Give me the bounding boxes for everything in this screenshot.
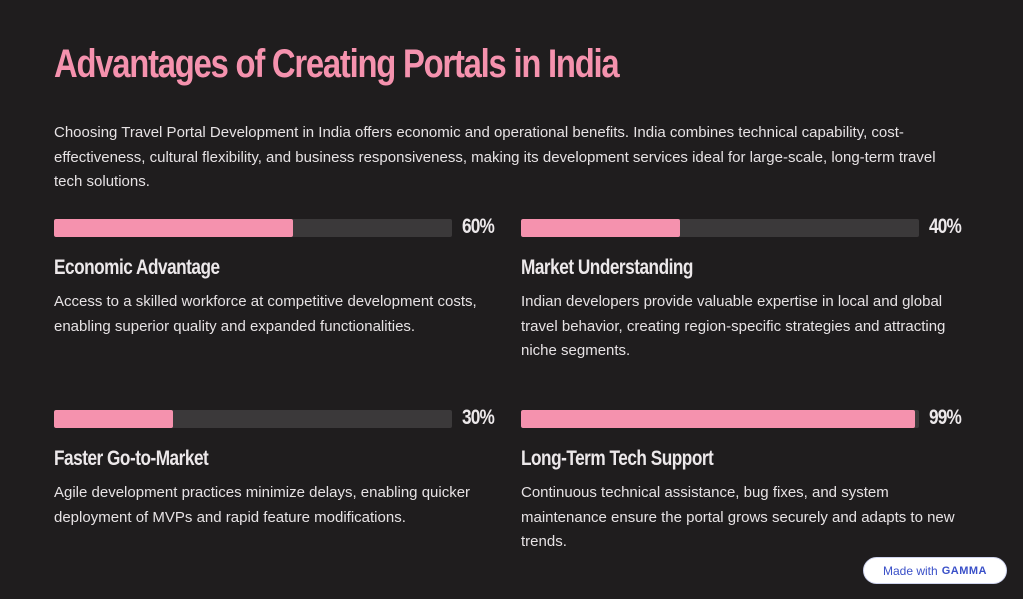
progress-fill (521, 219, 681, 237)
card-description: Indian developers provide valuable exper… (521, 293, 946, 359)
card-description: Agile development practices minimize del… (54, 484, 471, 526)
page-title: Advantages of Creating Portals in India (54, 42, 620, 86)
gamma-logo: GAMMA (941, 564, 987, 577)
card-title: Faster Go-to-Market (54, 447, 209, 470)
progress-bar: 40% (521, 215, 969, 238)
progress-fill (54, 219, 293, 237)
progress-track (54, 219, 452, 237)
progress-track (54, 410, 452, 428)
percent-label: 99% (929, 406, 962, 429)
progress-fill (54, 410, 174, 428)
progress-track (521, 219, 919, 237)
progress-track (521, 410, 919, 428)
card-faster-go-to-market: 30% Faster Go-to-Market Agile developmen… (54, 406, 502, 526)
card-title: Economic Advantage (54, 256, 220, 279)
card-market-understanding: 40% Market Understanding Indian develope… (521, 215, 969, 359)
card-economic-advantage: 60% Economic Advantage Access to a skill… (54, 215, 502, 335)
card-title: Market Understanding (521, 256, 693, 279)
card-title: Long-Term Tech Support (521, 447, 714, 470)
made-with-gamma-badge[interactable]: Made with GAMMA (863, 557, 1007, 584)
progress-bar: 30% (54, 406, 502, 429)
card-long-term-tech-support: 99% Long-Term Tech Support Continuous te… (521, 406, 969, 550)
percent-label: 30% (462, 406, 495, 429)
percent-label: 60% (462, 215, 495, 238)
progress-bar: 99% (521, 406, 969, 429)
progress-bar: 60% (54, 215, 502, 238)
card-description: Continuous technical assistance, bug fix… (521, 484, 955, 550)
card-description: Access to a skilled workforce at competi… (54, 293, 477, 335)
percent-label: 40% (929, 215, 962, 238)
intro-paragraph: Choosing Travel Portal Development in In… (54, 124, 936, 190)
badge-prefix: Made with (883, 563, 938, 578)
progress-fill (521, 410, 916, 428)
